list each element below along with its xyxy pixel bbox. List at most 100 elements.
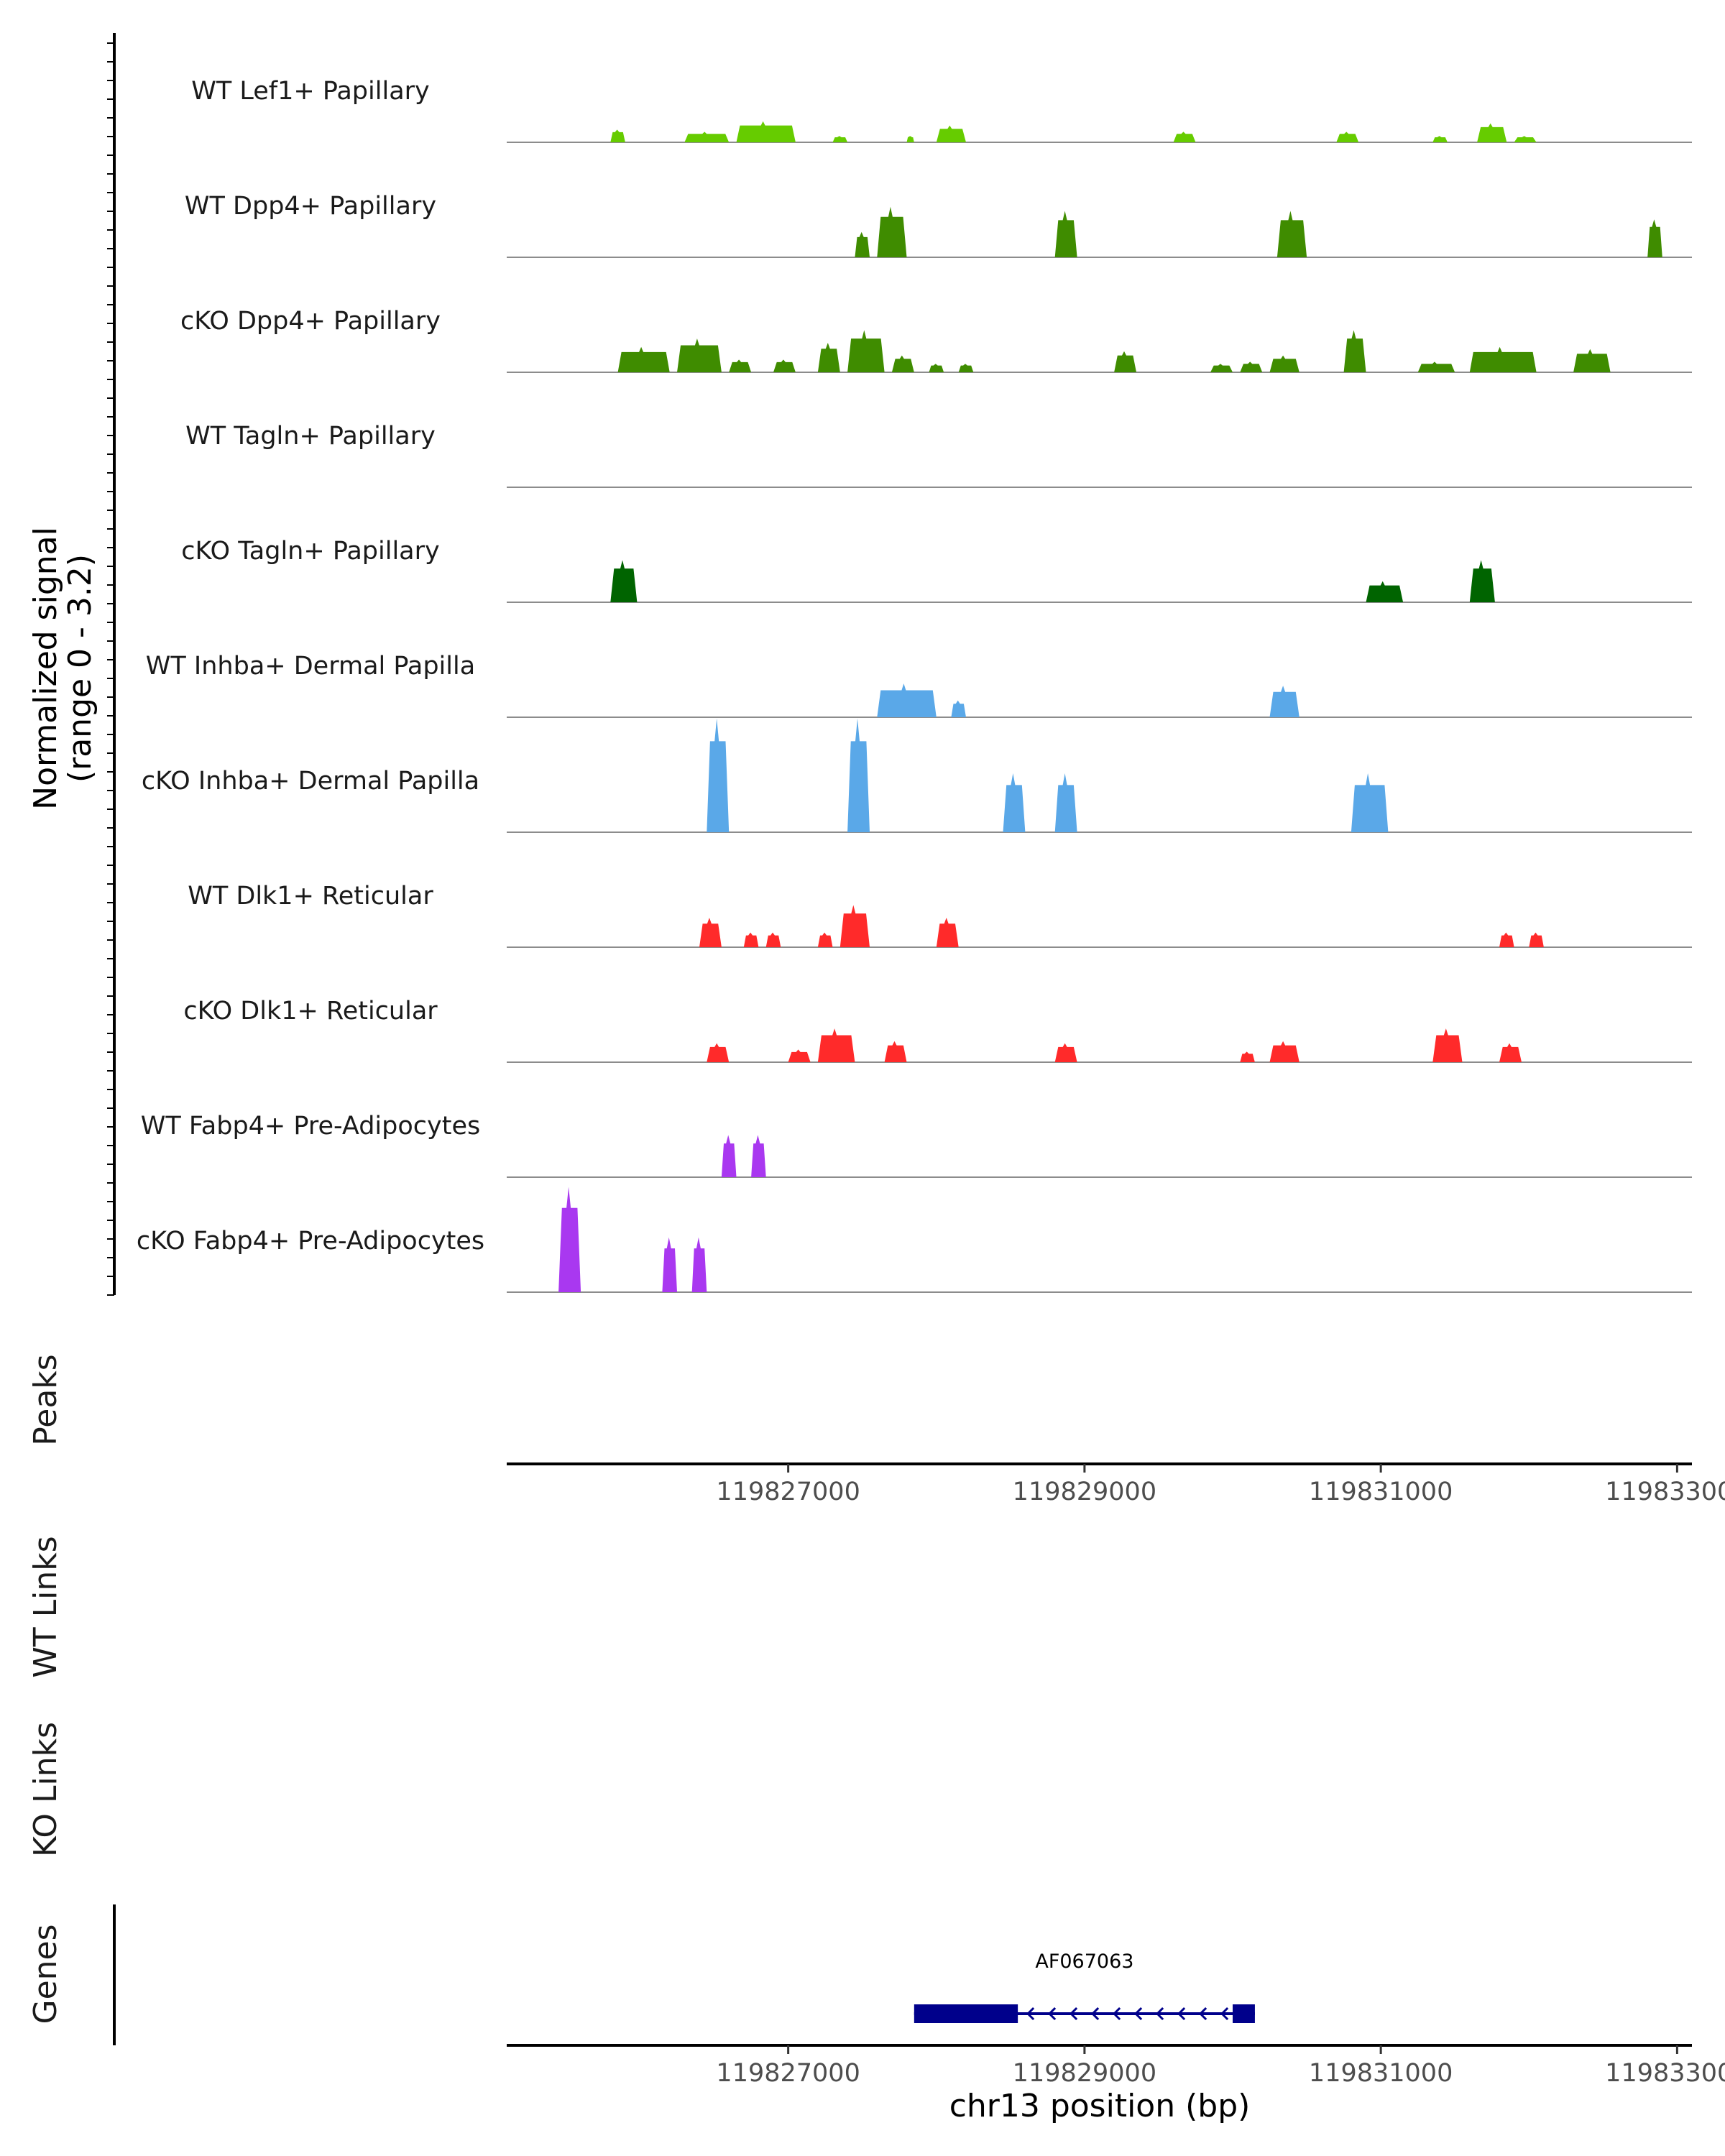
track-label: cKO Dlk1+ Reticular	[183, 997, 438, 1026]
gene-strand-arrow	[1220, 2007, 1229, 2021]
coverage-peak	[1477, 123, 1507, 142]
coverage-track: WT Dpp4+ Papillary	[185, 192, 1692, 258]
x-axis-tick-label: 119831000	[1309, 2059, 1453, 2088]
coverage-peak	[1432, 136, 1448, 142]
coverage-peak	[729, 359, 752, 372]
gene-strand-arrow	[1177, 2007, 1186, 2021]
coverage-peak	[1240, 361, 1263, 372]
coverage-peak	[610, 129, 625, 142]
coverage-track: cKO Fabp4+ Pre-Adipocytes	[137, 1187, 1692, 1293]
track-label: WT Inhba+ Dermal Papilla	[146, 652, 475, 681]
coverage-peak	[832, 136, 848, 142]
gene-strand-arrow	[1134, 2007, 1143, 2021]
coverage-track: WT Inhba+ Dermal Papilla	[146, 652, 1692, 718]
coverage-peak	[855, 231, 870, 257]
coverage-peak	[1269, 1041, 1300, 1062]
coverage-track: WT Dlk1+ Reticular	[188, 882, 1692, 948]
gene-strand-arrow	[1091, 2007, 1100, 2021]
coverage-peak	[617, 346, 670, 372]
track-label: WT Fabp4+ Pre-Adipocytes	[141, 1112, 480, 1141]
x-axis-tick-label: 119827000	[716, 1478, 860, 1506]
coverage-peak	[1269, 355, 1300, 372]
coverage-y-ticks	[107, 42, 114, 1296]
coverage-peak	[1210, 364, 1233, 372]
coverage-peak	[765, 932, 781, 947]
x-axis-tick-label: 119831000	[1309, 1478, 1453, 1506]
coverage-peak	[1499, 1043, 1522, 1062]
coverage-peak	[1054, 773, 1077, 832]
track-label: cKO Tagln+ Papillary	[181, 537, 440, 566]
coverage-peak	[891, 355, 914, 372]
coverage-peak	[699, 918, 722, 947]
coverage-peak	[1469, 346, 1537, 372]
gene-model	[914, 2004, 1255, 2023]
coverage-peak	[662, 1237, 677, 1292]
genes-panel-title: Genes	[27, 1924, 64, 2024]
gene-strand-arrow	[1070, 2007, 1078, 2021]
x-axis-tick-label: 119829000	[1013, 1478, 1156, 1506]
x-axis-tick-label: 119833000	[1605, 1478, 1725, 1506]
coverage-y-axis-subtitle: (range 0 - 3.2)	[62, 554, 98, 783]
coverage-peak	[1469, 560, 1495, 602]
coverage-peak	[707, 718, 730, 832]
track-label: WT Tagln+ Papillary	[185, 422, 436, 451]
coverage-peak	[1003, 773, 1026, 832]
coverage-peak	[773, 359, 796, 372]
gene-strand-arrow	[1048, 2007, 1057, 2021]
coverage-peak	[751, 1135, 766, 1177]
wt-links-panel: WT Links	[27, 1536, 64, 1677]
coverage-peak	[1647, 219, 1662, 257]
coverage-peak	[884, 1041, 907, 1062]
coverage-peak	[558, 1187, 581, 1292]
ko-links-panel-title: KO Links	[27, 1722, 64, 1857]
coverage-peak	[788, 1049, 811, 1062]
coverage-track: cKO Dlk1+ Reticular	[183, 997, 1692, 1063]
genes-x-axis-ticks: 119827000 119829000 119831000 119833000	[716, 2045, 1725, 2088]
x-axis-tick-label: 119827000	[716, 2059, 860, 2088]
gene-exon	[914, 2004, 1018, 2023]
peaks-panel-title: Peaks	[27, 1354, 64, 1445]
coverage-peak	[936, 125, 966, 142]
coverage-peak	[877, 206, 907, 257]
coverage-peak	[847, 718, 870, 832]
coverage-track: cKO Dpp4+ Papillary	[180, 307, 1692, 373]
coverage-peak	[1054, 1043, 1077, 1062]
coverage-peak	[610, 560, 638, 602]
x-axis-tick-label: 119833000	[1605, 2059, 1725, 2088]
x-axis-tick-label: 119829000	[1013, 2059, 1156, 2088]
coverage-peak	[1366, 581, 1404, 602]
coverage-track: cKO Inhba+ Dermal Papilla	[142, 718, 1692, 833]
coverage-peak	[743, 932, 759, 947]
coverage-peak	[817, 932, 833, 947]
genes-panel: Genes AF067063 119827000 119829000 1198310…	[27, 1904, 1725, 2124]
track-label: WT Dpp4+ Papillary	[185, 192, 436, 221]
coverage-peak	[906, 136, 914, 142]
gene-strand-arrow	[1199, 2007, 1208, 2021]
coverage-peak	[951, 700, 966, 717]
coverage-y-axis: Normalized signal (range 0 - 3.2)	[27, 33, 116, 1296]
track-label: cKO Fabp4+ Pre-Adipocytes	[137, 1227, 484, 1256]
coverage-peak	[840, 905, 870, 947]
coverage-peak	[736, 121, 796, 142]
coverage-peak	[1114, 351, 1136, 372]
coverage-peak	[1514, 136, 1537, 142]
coverage-peak	[1343, 330, 1366, 372]
coverage-peak	[936, 918, 959, 947]
track-label: WT Dlk1+ Reticular	[188, 882, 433, 911]
peaks-x-axis-ticks: 119827000 119829000 119831000 119833000	[716, 1464, 1725, 1506]
coverage-peak	[721, 1135, 737, 1177]
coverage-peak	[1173, 132, 1196, 142]
gene-label: AF067063	[1035, 1950, 1133, 1973]
coverage-peak	[958, 364, 974, 372]
track-label: cKO Inhba+ Dermal Papilla	[142, 767, 479, 796]
coverage-track: cKO Tagln+ Papillary	[181, 537, 1692, 603]
wt-links-panel-title: WT Links	[27, 1536, 64, 1677]
coverage-peak	[677, 338, 722, 372]
coverage-peak	[847, 330, 885, 372]
coverage-peak	[707, 1043, 730, 1062]
coverage-peak	[1529, 932, 1544, 947]
gene-exon	[1233, 2004, 1255, 2023]
coverage-peak	[1269, 686, 1300, 717]
coverage-track: WT Tagln+ Papillary	[185, 422, 1692, 488]
